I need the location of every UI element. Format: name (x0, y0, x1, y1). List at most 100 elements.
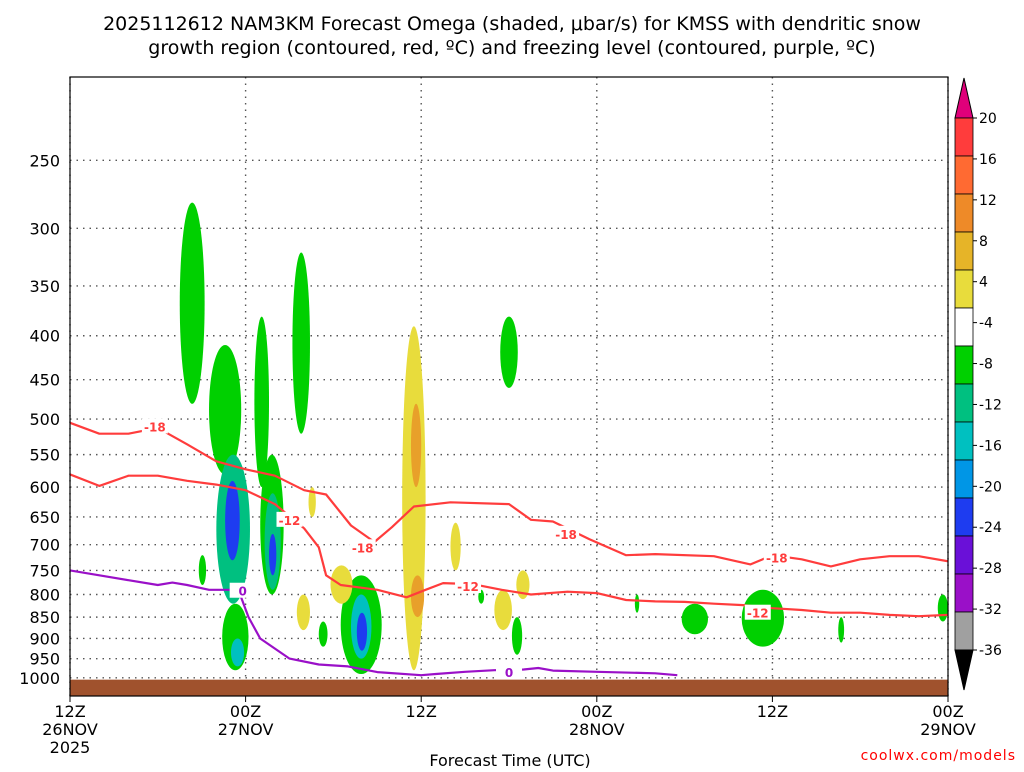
y-tick-label-900: 900 (29, 629, 60, 648)
omega-cell-24 (494, 589, 512, 631)
omega-cell-11 (198, 555, 207, 586)
contour-label-bg-freezing-level-0-0 (229, 582, 256, 598)
y-tick-label-850: 850 (29, 608, 60, 627)
y-tick-label-250: 250 (29, 151, 60, 170)
x-tick-label-60-mid: 29NOV (920, 720, 976, 739)
y-tick-label-500: 500 (29, 410, 60, 429)
colorbar-segment-11 (954, 535, 974, 575)
x-tick-label-12-mid: 27NOV (218, 720, 274, 739)
colorbar-label-9: -20 (979, 479, 1002, 495)
x-tick-label-24-top: 12Z (406, 702, 437, 721)
colorbar-segment-0 (954, 117, 974, 157)
y-tick-label-750: 750 (29, 561, 60, 580)
y-tick-label-600: 600 (29, 478, 60, 497)
contour-label-bg-dgz-upper-minus18-1 (349, 539, 376, 555)
colorbar-segment-6 (954, 345, 974, 385)
colorbar-bottom-arrow (954, 649, 974, 691)
colorbar-label-5: -4 (979, 316, 993, 332)
colorbar-segment-1 (954, 155, 974, 195)
omega-cell-0 (179, 202, 205, 404)
contour-label-bg-dgz-lower-minus12-0 (276, 511, 303, 527)
omega-cell-21 (410, 575, 425, 618)
x-tick-label-36-mid: 28NOV (569, 720, 625, 739)
colorbar-segment-13 (954, 611, 974, 651)
x-tick-label-0-bot: 2025 (50, 738, 91, 757)
colorbar-segment-12 (954, 573, 974, 613)
colorbar-segment-2 (954, 193, 974, 233)
y-tick-label-450: 450 (29, 371, 60, 390)
contour-label-dgz-upper-minus18-1: -18 (352, 541, 374, 555)
omega-cell-3 (225, 480, 240, 561)
colorbar-segment-8 (954, 421, 974, 461)
contour-label-bg-dgz-upper-minus18-3 (763, 549, 790, 565)
omega-cell-26 (511, 617, 523, 655)
chart-title-line2: growth region (contoured, red, ºC) and f… (148, 37, 875, 59)
omega-cell-17 (356, 612, 368, 651)
omega-cell-27 (478, 589, 485, 604)
colorbar-label-8: -16 (979, 438, 1002, 454)
colorbar-segment-3 (954, 231, 974, 271)
omega-cell-13 (318, 621, 328, 647)
chart-title-line1: 2025112612 NAM3KM Forecast Omega (shaded… (103, 13, 921, 35)
y-tick-label-1000: 1000 (19, 669, 60, 688)
omega-cell-5 (230, 638, 245, 667)
colorbar-label-13: -36 (979, 643, 1002, 659)
x-tick-label-0-mid: 26NOV (42, 720, 98, 739)
omega-cell-22 (450, 522, 461, 571)
colorbar-label-7: -12 (979, 397, 1002, 413)
colorbar-label-10: -24 (979, 520, 1002, 536)
y-tick-label-400: 400 (29, 327, 60, 346)
colorbar-segment-10 (954, 497, 974, 537)
contour-label-dgz-lower-minus12-0: -12 (279, 514, 301, 528)
colorbar-segment-4 (954, 269, 974, 309)
y-tick-label-350: 350 (29, 277, 60, 296)
colorbar-label-12: -32 (979, 602, 1002, 618)
omega-cell-20 (410, 403, 422, 488)
colorbar: 20 16 12 8 4 -4 -8 -12 -16 -20 -24 -28 -32 -36 (954, 77, 1002, 691)
omega-cell-31 (838, 617, 845, 643)
omega-cell-23 (500, 316, 518, 388)
omega-cell-32 (937, 594, 948, 622)
contour-label-bg-freezing-level-0-1 (496, 663, 522, 679)
y-axis-tick-labels: 250 300 350 400 450 500 550 600 650 700 750 800 850 9… (19, 151, 60, 687)
omega-cell-14 (296, 594, 310, 631)
contour-label-freezing-level-0-1: 0 (505, 666, 513, 680)
y-tick-label-550: 550 (29, 446, 60, 465)
x-tick-label-60-top: 00Z (932, 702, 963, 721)
grid-lines (69, 77, 949, 702)
colorbar-label-1: 16 (979, 152, 997, 168)
x-axis-label: Forecast Time (UTC) (429, 751, 590, 768)
contour-label-bg-dgz-lower-minus12-2 (744, 604, 771, 620)
colorbar-label-6: -8 (979, 357, 993, 373)
x-tick-label-48-top: 12Z (757, 702, 788, 721)
y-tick-label-800: 800 (29, 585, 60, 604)
colorbar-segment-9 (954, 459, 974, 499)
credit-text: coolwx.com/models (861, 748, 1016, 764)
colorbar-label-11: -28 (979, 561, 1002, 577)
contour-label-bg-dgz-lower-minus12-1 (455, 577, 482, 593)
colorbar-label-0: 20 (979, 111, 997, 127)
colorbar-segment-5 (954, 307, 974, 347)
contour-freezing-level-0 (70, 569, 678, 677)
contour-label-dgz-upper-minus18-0: -18 (144, 420, 166, 434)
omega-cell-6 (254, 316, 270, 488)
ground-fill (70, 679, 948, 696)
contour-label-freezing-level-0-0: 0 (238, 585, 246, 599)
omega-cell-12 (308, 487, 316, 517)
ground-layer (70, 679, 948, 696)
colorbar-label-3: 8 (979, 234, 988, 250)
contour-label-dgz-lower-minus12-2: -12 (747, 607, 769, 621)
contour-label-bg-dgz-upper-minus18-2 (553, 525, 580, 541)
contour-label-dgz-lower-minus12-1: -12 (457, 580, 479, 594)
omega-shading (179, 202, 948, 675)
omega-cell-9 (269, 533, 277, 576)
omega-cell-10 (292, 252, 310, 434)
contour-lines: -18 -18 -18 -18 -12 -12 -12 0 0 (70, 418, 948, 680)
omega-cell-28 (634, 594, 640, 613)
x-tick-label-0-top: 12Z (54, 702, 85, 721)
colorbar-label-2: 12 (979, 193, 997, 209)
omega-cell-29 (681, 603, 709, 635)
plot-frame (69, 76, 949, 697)
x-tick-label-36-top: 00Z (581, 702, 612, 721)
